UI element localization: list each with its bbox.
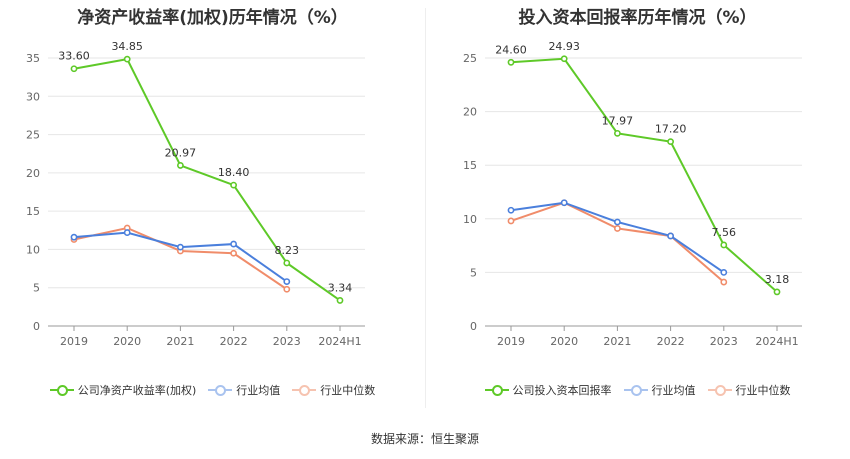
data-point-avg[interactable] xyxy=(176,243,184,251)
x-tick-label: 2023 xyxy=(273,335,301,348)
data-point-company[interactable] xyxy=(667,138,674,146)
data-label: 34.85 xyxy=(111,40,143,53)
x-tick-label: 2020 xyxy=(113,335,141,348)
data-point-company[interactable] xyxy=(613,129,621,137)
series-line-median xyxy=(510,201,725,283)
series-line-company xyxy=(73,58,341,302)
y-tick-label: 0 xyxy=(33,320,40,333)
data-point-company[interactable] xyxy=(176,162,184,169)
legend-median-marker xyxy=(707,384,732,396)
data-point-company[interactable] xyxy=(230,181,237,189)
data-point-company[interactable] xyxy=(720,241,728,249)
legend-avg-label: 行业均值 xyxy=(651,384,696,397)
roic-chart-title: 投入资本回报率历年情况（%） xyxy=(518,8,757,28)
data-label: 8.23 xyxy=(275,244,300,257)
y-tick-label: 30 xyxy=(26,90,40,103)
series-line-avg xyxy=(73,231,288,283)
x-tick-label: 2022 xyxy=(657,335,685,348)
x-tick-label: 2021 xyxy=(166,335,194,348)
y-tick-label: 25 xyxy=(463,52,477,65)
data-point-company[interactable] xyxy=(773,288,781,296)
roe-chart-panel: 净资产收益率(加权)历年情况（%） 0 5 10 15 20 25 30 35 2019 2020… xyxy=(0,0,425,420)
data-point-avg[interactable] xyxy=(123,229,131,236)
roic-chart: 0 5 10 15 20 25 2019 2020 2021 2022 2023 2024H1 24.6… xyxy=(463,40,802,348)
data-point-company[interactable] xyxy=(560,55,568,63)
data-point-avg[interactable] xyxy=(230,240,237,248)
roic-legend: 公司投入资本回报率 行业均值 行业中位数 xyxy=(425,382,850,398)
data-point-company[interactable] xyxy=(123,55,131,63)
x-tick-label: 2024H1 xyxy=(318,335,361,348)
roe-legend: 公司净资产收益率(加权) 行业均值 行业中位数 xyxy=(0,382,425,398)
data-point-median[interactable] xyxy=(283,285,291,293)
x-tick-label: 2019 xyxy=(60,335,88,348)
data-label: 24.60 xyxy=(495,43,527,56)
x-tick-label: 2023 xyxy=(710,335,738,348)
legend-avg-marker xyxy=(623,384,648,396)
legend-company-marker xyxy=(484,384,509,396)
data-point-avg[interactable] xyxy=(720,268,728,276)
data-label: 17.20 xyxy=(655,123,687,136)
roe-chart: 0 5 10 15 20 25 30 35 2019 2020 2021 2022 2023 2024H1… xyxy=(26,40,365,348)
legend-avg-marker xyxy=(208,384,233,396)
data-point-company[interactable] xyxy=(283,259,291,267)
roe-chart-title: 净资产收益率(加权)历年情况（%） xyxy=(77,8,348,28)
legend-item-company[interactable]: 公司投入资本回报率 xyxy=(484,382,612,398)
legend-median-label: 行业中位数 xyxy=(320,384,376,397)
series-line-avg xyxy=(510,201,725,274)
y-tick-label: 5 xyxy=(33,282,40,295)
legend-company-marker xyxy=(49,384,74,396)
y-tick-label: 10 xyxy=(463,213,477,226)
data-point-company[interactable] xyxy=(70,65,78,73)
data-label: 3.18 xyxy=(765,273,790,286)
legend-item-median[interactable]: 行业中位数 xyxy=(292,382,375,398)
y-tick-label: 15 xyxy=(463,159,477,172)
y-tick-label: 0 xyxy=(470,320,477,333)
data-label: 18.40 xyxy=(218,166,250,179)
data-point-company[interactable] xyxy=(336,297,344,304)
data-label: 20.97 xyxy=(165,146,197,159)
panel-divider xyxy=(425,8,426,408)
data-point-avg[interactable] xyxy=(283,278,291,285)
y-tick-label: 20 xyxy=(463,106,477,119)
data-point-company[interactable] xyxy=(507,58,515,66)
legend-median-label: 行业中位数 xyxy=(735,384,791,397)
data-point-avg[interactable] xyxy=(613,218,621,226)
data-point-avg[interactable] xyxy=(667,232,674,240)
data-label: 3.34 xyxy=(328,281,353,294)
y-tick-label: 20 xyxy=(26,167,40,180)
data-label: 33.60 xyxy=(58,50,90,63)
x-tick-label: 2024H1 xyxy=(755,335,798,348)
legend-median-marker xyxy=(292,384,317,396)
y-tick-label: 35 xyxy=(26,52,40,65)
legend-avg-label: 行业均值 xyxy=(236,384,281,397)
y-tick-label: 10 xyxy=(26,243,40,256)
y-tick-label: 15 xyxy=(26,205,40,218)
legend-item-company[interactable]: 公司净资产收益率(加权) xyxy=(49,382,197,398)
data-point-avg[interactable] xyxy=(507,206,515,214)
roic-chart-panel: 投入资本回报率历年情况（%） 0 5 10 15 20 25 2019 2020 2021 202… xyxy=(425,0,850,420)
data-label: 7.56 xyxy=(712,226,737,239)
legend-item-avg[interactable]: 行业均值 xyxy=(623,382,696,398)
data-point-median[interactable] xyxy=(720,278,728,286)
legend-company-label: 公司净资产收益率(加权) xyxy=(77,384,197,397)
y-tick-label: 5 xyxy=(470,266,477,279)
x-tick-label: 2020 xyxy=(550,335,578,348)
legend-item-median[interactable]: 行业中位数 xyxy=(707,382,791,398)
data-source: 数据来源：恒生聚源 xyxy=(370,432,479,446)
data-point-avg[interactable] xyxy=(560,199,568,207)
legend-item-avg[interactable]: 行业均值 xyxy=(208,382,280,398)
y-tick-label: 25 xyxy=(26,129,40,142)
x-tick-label: 2021 xyxy=(603,335,631,348)
x-tick-label: 2022 xyxy=(220,335,248,348)
legend-company-label: 公司投入资本回报率 xyxy=(512,384,612,397)
data-label: 17.97 xyxy=(602,114,634,127)
x-tick-label: 2019 xyxy=(497,335,525,348)
data-point-median[interactable] xyxy=(507,217,515,225)
data-point-median[interactable] xyxy=(230,249,237,257)
data-point-median[interactable] xyxy=(613,225,621,232)
series-line-company xyxy=(510,57,778,293)
data-point-avg[interactable] xyxy=(70,233,78,241)
data-label: 24.93 xyxy=(548,40,580,53)
